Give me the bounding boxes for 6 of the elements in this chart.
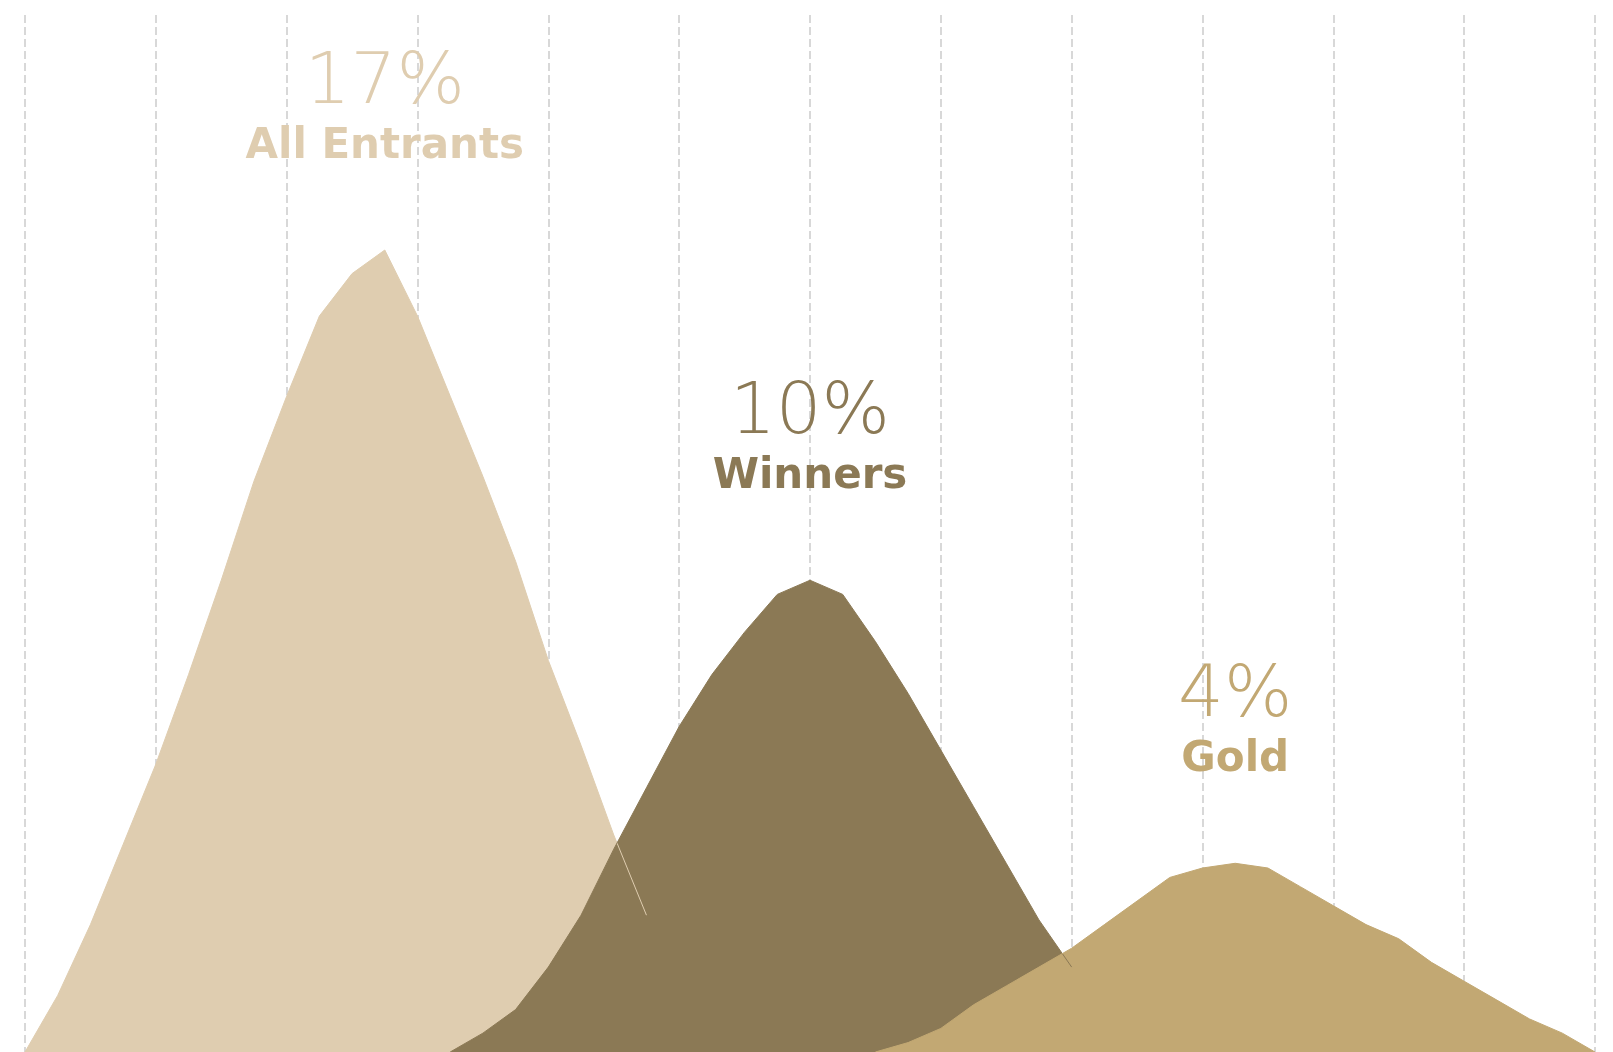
data-label: 4% — [1178, 649, 1293, 734]
text: All Entrants — [245, 118, 525, 168]
text: Gold — [1181, 731, 1290, 781]
data-label: 10% — [729, 366, 891, 451]
text: Winners — [712, 448, 908, 498]
data-label: 17% — [304, 36, 465, 120]
